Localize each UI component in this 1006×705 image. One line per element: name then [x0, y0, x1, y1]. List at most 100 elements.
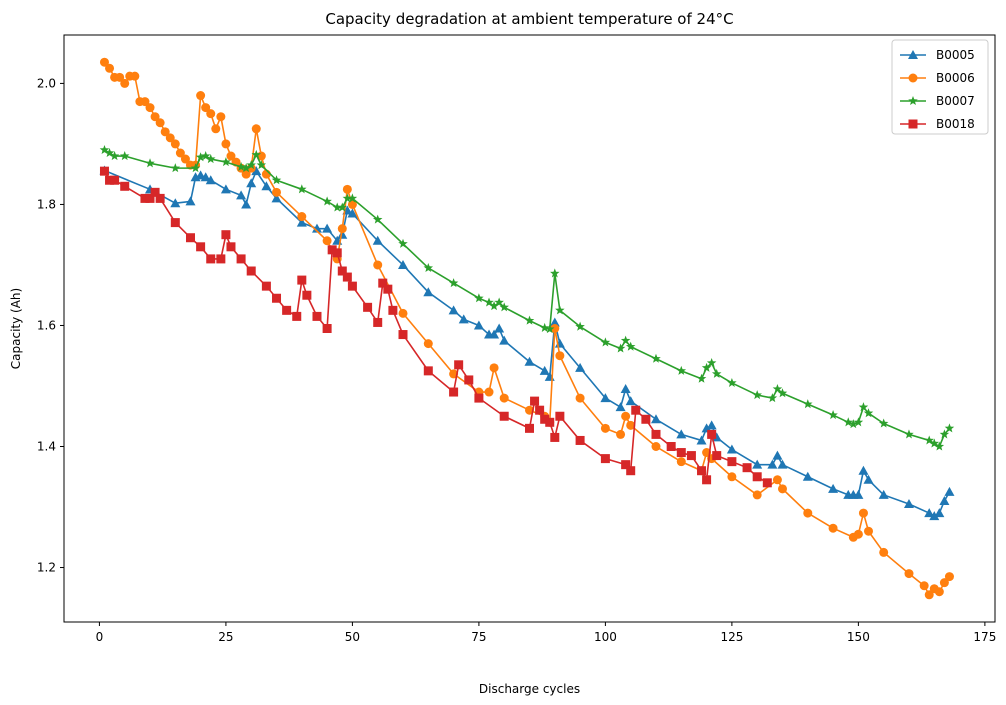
data-point — [550, 324, 560, 333]
data-point — [549, 317, 560, 327]
data-point — [696, 435, 707, 445]
data-point — [261, 181, 272, 191]
data-point — [777, 484, 787, 494]
y-tick-label: 1.6 — [37, 318, 56, 332]
data-point — [120, 181, 130, 191]
data-point — [752, 490, 762, 500]
data-point — [777, 459, 788, 469]
data-point — [322, 324, 332, 333]
data-point — [206, 109, 216, 119]
data-point — [454, 360, 464, 370]
data-point — [499, 302, 509, 312]
legend-item: B0006 — [900, 71, 975, 85]
data-point — [99, 57, 109, 67]
legend-marker — [908, 96, 918, 106]
data-point — [878, 489, 889, 499]
data-point — [939, 578, 949, 588]
data-point — [499, 393, 509, 403]
data-point — [105, 175, 115, 185]
data-point — [292, 311, 302, 321]
data-point — [676, 429, 687, 439]
data-point — [686, 451, 696, 461]
data-point — [904, 569, 914, 579]
data-point — [226, 151, 236, 161]
data-point — [190, 163, 201, 173]
series-B0018 — [99, 166, 772, 488]
data-point — [119, 151, 130, 161]
data-point — [322, 223, 333, 233]
data-point — [170, 163, 181, 173]
data-point — [676, 365, 687, 375]
data-point — [575, 321, 585, 331]
data-point — [924, 508, 935, 518]
data-point — [241, 169, 251, 179]
data-point — [924, 435, 934, 445]
data-point — [372, 214, 383, 224]
data-point — [863, 408, 874, 418]
data-point — [625, 396, 636, 406]
data-point — [616, 429, 626, 439]
data-point — [170, 139, 180, 149]
data-point — [864, 526, 874, 536]
data-point — [115, 72, 125, 82]
data-point — [802, 471, 813, 481]
data-point — [858, 465, 869, 475]
data-point — [651, 353, 661, 363]
data-point — [626, 420, 636, 430]
data-point — [110, 175, 120, 185]
data-point — [297, 275, 307, 285]
data-point — [484, 387, 494, 397]
data-point — [165, 133, 175, 143]
y-tick-label: 1.4 — [37, 440, 56, 454]
data-point — [246, 160, 256, 170]
data-point — [929, 511, 940, 521]
data-point — [363, 302, 373, 312]
data-point — [666, 442, 676, 452]
series-line — [104, 149, 951, 448]
data-point — [347, 208, 358, 218]
data-point — [742, 463, 752, 473]
legend-item: B0005 — [900, 48, 975, 62]
data-point — [337, 229, 348, 239]
legend-item: B0018 — [900, 117, 975, 131]
data-point — [372, 235, 383, 245]
data-point — [449, 387, 459, 397]
data-point — [499, 335, 510, 345]
data-point — [489, 329, 500, 339]
data-point — [226, 242, 236, 252]
data-point — [555, 411, 565, 421]
x-axis: 0 25 50 75 100 125 150 175 — [96, 622, 996, 644]
data-point — [489, 363, 499, 373]
data-point — [296, 217, 307, 227]
data-point — [347, 193, 358, 203]
data-point — [216, 254, 226, 264]
data-point — [322, 196, 332, 206]
data-point — [494, 323, 505, 333]
data-point — [706, 420, 717, 430]
legend-label: B0007 — [936, 94, 975, 108]
data-point — [205, 175, 216, 185]
data-point — [99, 144, 110, 155]
data-point — [236, 190, 247, 200]
data-point — [550, 268, 560, 278]
series-B0005 — [99, 165, 955, 521]
data-point — [145, 103, 155, 113]
data-point — [220, 184, 231, 194]
data-point — [342, 272, 352, 282]
data-point — [180, 154, 190, 164]
data-point — [104, 148, 115, 158]
data-point — [109, 151, 120, 161]
data-point — [706, 357, 717, 368]
data-point — [337, 202, 348, 212]
data-point — [150, 112, 160, 122]
y-axis-label: Capacity (Ah) — [9, 288, 23, 369]
data-point — [398, 308, 408, 318]
data-point — [540, 414, 550, 424]
y-tick-label: 1.2 — [37, 561, 56, 575]
data-point — [772, 475, 782, 485]
data-point — [651, 429, 661, 439]
data-point — [727, 377, 737, 388]
data-point — [140, 97, 150, 107]
legend-label: B0005 — [936, 48, 975, 62]
